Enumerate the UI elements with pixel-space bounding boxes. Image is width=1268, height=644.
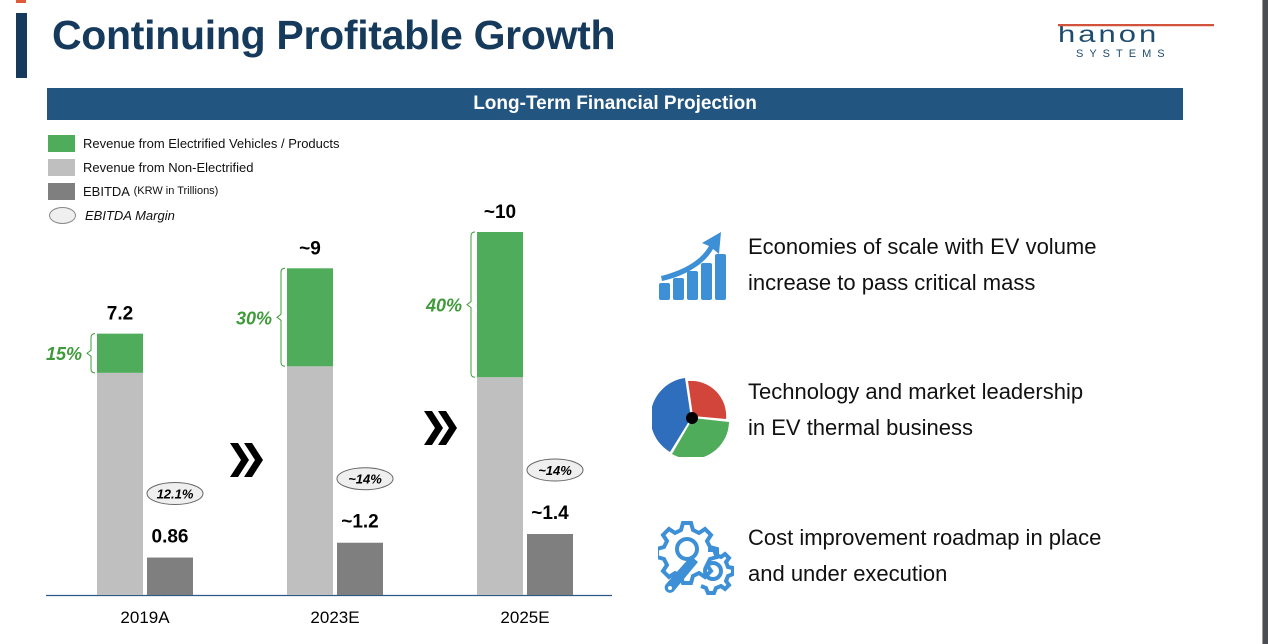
feature-technology-leadership: Technology and market leadership in EV t… <box>748 374 1083 446</box>
electrified-share-label: 40% <box>425 296 462 316</box>
revenue-ebitda-chart: 7.2 15% 0.86 12.1% 2019A ~9 30% ~1.2 ~14% 2023E ~1… <box>46 202 612 627</box>
bar-electrified <box>287 268 333 367</box>
ebitda-margin-ellipse <box>336 467 394 491</box>
bar-ebitda <box>147 557 193 595</box>
logo-subtitle: SYSTEMS <box>1076 48 1171 60</box>
legend-label: EBITDA <box>83 183 130 199</box>
revenue-total-label: 7.2 <box>107 304 133 325</box>
growth-chart-icon <box>659 232 726 300</box>
ebitda-margin-ellipse <box>526 458 584 482</box>
ebitda-margin-label: ~14% <box>538 463 572 478</box>
ebitda-value-label: ~1.2 <box>341 512 379 533</box>
feature-text: Cost improvement roadmap in place <box>748 525 1102 550</box>
feature-text: Economies of scale with EV volume <box>748 234 1097 259</box>
feature-text: and under execution <box>748 561 948 586</box>
bar-electrified <box>97 333 143 373</box>
feature-text: in EV thermal business <box>748 415 973 440</box>
bar-ebitda <box>527 534 573 595</box>
electrified-share-label: 30% <box>236 308 272 328</box>
bar-non-electrified <box>287 366 333 595</box>
legend-item-electrified: Revenue from Electrified Vehicles / Prod… <box>48 131 340 155</box>
share-brace <box>276 267 286 367</box>
pie-chart-icon <box>652 378 729 457</box>
company-logo: Hanon SYSTEMS <box>1058 21 1214 60</box>
bar-electrified <box>477 232 523 378</box>
ebitda-margin-ellipse <box>146 482 204 506</box>
feature-cost-improvement: Cost improvement roadmap in place and un… <box>748 520 1101 592</box>
logo-name: Hanon <box>1058 21 1160 48</box>
x-tick-label: 2019A <box>120 608 170 627</box>
share-brace <box>86 333 96 374</box>
chevron-arrow-icon <box>424 411 457 445</box>
electrified-share-label: 15% <box>46 344 82 364</box>
legend-swatch-darkgray <box>48 182 75 200</box>
legend-swatch-green <box>48 134 75 152</box>
legend-label: EBITDA Margin <box>85 207 175 223</box>
accent-mark <box>16 0 26 3</box>
share-brace <box>466 231 476 378</box>
x-tick-label: 2023E <box>310 608 359 627</box>
title-accent-bar <box>16 13 27 78</box>
gear-wrench-icon <box>658 521 734 595</box>
x-tick-label: 2025E <box>500 608 549 627</box>
legend-item-non-electrified: Revenue from Non-Electrified <box>48 155 340 179</box>
bar-non-electrified <box>97 372 143 595</box>
section-banner: Long-Term Financial Projection <box>47 88 1183 120</box>
revenue-total-label: ~9 <box>299 238 321 259</box>
legend-label: Revenue from Non-Electrified <box>83 159 254 175</box>
chevron-arrow-icon <box>230 443 263 477</box>
bar-ebitda <box>337 542 383 595</box>
logo-wordmark: Hanon <box>1058 21 1214 48</box>
revenue-total-label: ~10 <box>484 202 516 223</box>
legend-swatch-lightgray <box>48 158 75 176</box>
ebitda-value-label: ~1.4 <box>531 503 569 524</box>
legend-item-ebitda: EBITDA (KRW in Trillions) <box>48 179 340 203</box>
ebitda-value-label: 0.86 <box>152 527 189 548</box>
legend-note: (KRW in Trillions) <box>133 185 219 197</box>
bar-non-electrified <box>477 377 523 595</box>
legend-ellipse <box>49 206 76 224</box>
ebitda-margin-label: ~14% <box>348 472 382 487</box>
feature-text: Technology and market leadership <box>748 379 1084 404</box>
page-title: Continuing Profitable Growth <box>52 12 616 58</box>
chart-legend: Revenue from Electrified Vehicles / Prod… <box>48 131 340 227</box>
feature-economies-of-scale: Economies of scale with EV volume increa… <box>748 229 1097 301</box>
ebitda-margin-label: 12.1% <box>157 487 194 502</box>
window-edge <box>1262 0 1268 644</box>
feature-text: increase to pass critical mass <box>748 270 1036 295</box>
legend-item-ebitda-margin: EBITDA Margin <box>48 203 340 227</box>
legend-label: Revenue from Electrified Vehicles / Prod… <box>83 135 340 151</box>
